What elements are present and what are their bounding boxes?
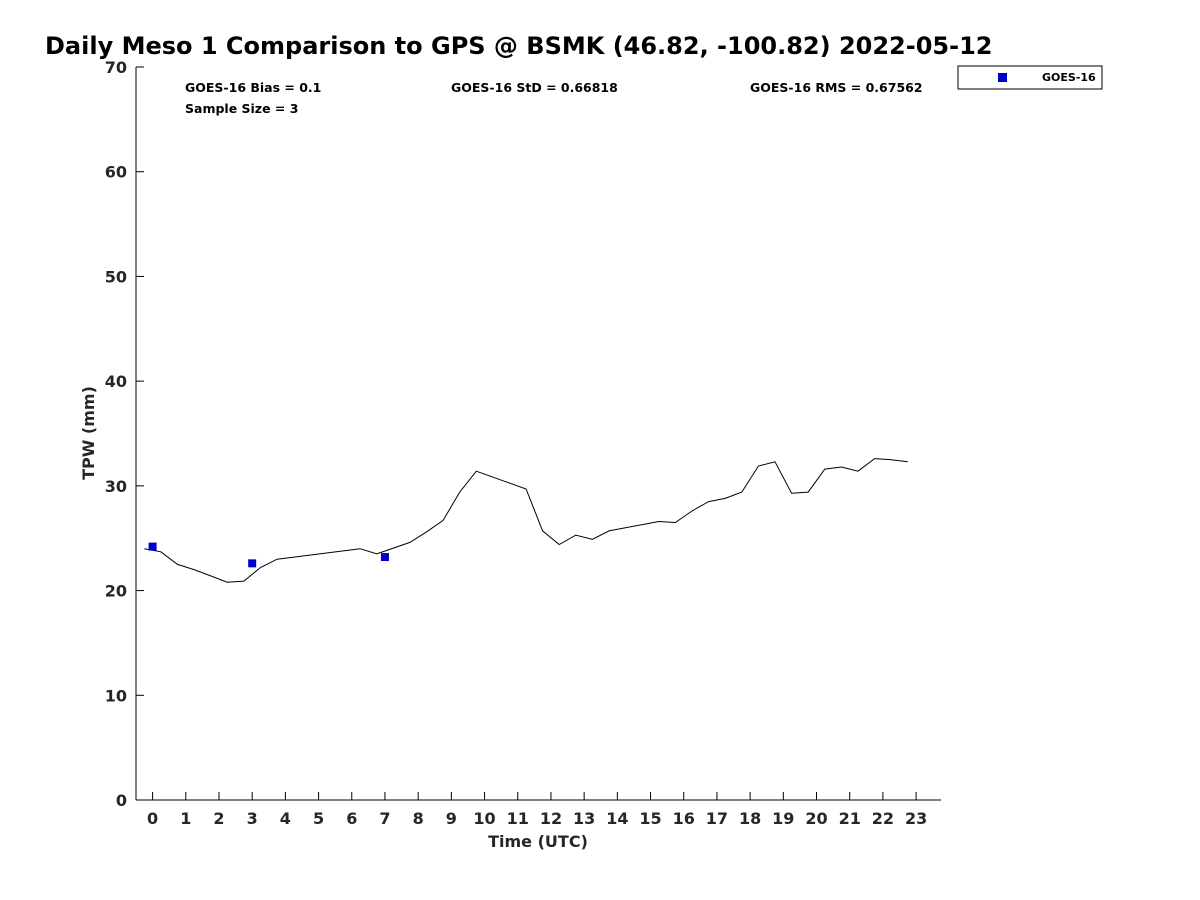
x-tick-label: 11 bbox=[507, 809, 529, 828]
x-tick-label: 22 bbox=[872, 809, 894, 828]
y-tick-label: 70 bbox=[105, 58, 127, 77]
y-tick-label: 60 bbox=[105, 163, 127, 182]
x-tick-label: 21 bbox=[839, 809, 861, 828]
series-layer bbox=[144, 458, 908, 583]
x-tick-label: 10 bbox=[473, 809, 495, 828]
x-tick-label: 17 bbox=[706, 809, 728, 828]
legend-marker bbox=[998, 73, 1007, 82]
x-tick-label: 1 bbox=[180, 809, 191, 828]
y-tick-label: 20 bbox=[105, 582, 127, 601]
bias-stat: GOES-16 Bias = 0.1 bbox=[185, 80, 321, 95]
plot-area bbox=[136, 67, 941, 800]
gps-series-line bbox=[144, 458, 908, 583]
x-tick-label: 15 bbox=[639, 809, 661, 828]
x-ticks: 0 1 2 3 4 5 6 7 8 9 10 11 12 13 14 15 16 17 18 19 20 21 22 23 bbox=[147, 792, 927, 828]
rms-stat: GOES-16 RMS = 0.67562 bbox=[750, 80, 923, 95]
x-tick-label: 3 bbox=[247, 809, 258, 828]
legend: GOES-16 bbox=[957, 65, 1103, 90]
x-tick-label: 7 bbox=[379, 809, 390, 828]
sample-size-stat: Sample Size = 3 bbox=[185, 101, 298, 116]
legend-label: GOES-16 bbox=[1042, 71, 1096, 84]
goes16-point bbox=[248, 559, 257, 568]
y-tick-label: 30 bbox=[105, 477, 127, 496]
x-tick-label: 16 bbox=[673, 809, 695, 828]
x-tick-label: 9 bbox=[446, 809, 457, 828]
y-tick-label: 0 bbox=[116, 791, 127, 810]
y-tick-label: 40 bbox=[105, 372, 127, 391]
y-ticks: 0 10 20 30 40 50 60 70 bbox=[105, 58, 144, 810]
x-tick-label: 13 bbox=[573, 809, 595, 828]
x-tick-label: 14 bbox=[606, 809, 628, 828]
goes16-point bbox=[380, 553, 389, 562]
x-tick-label: 18 bbox=[739, 809, 761, 828]
x-tick-label: 2 bbox=[213, 809, 224, 828]
goes16-point bbox=[148, 542, 157, 551]
y-axis-label: TPW (mm) bbox=[79, 386, 98, 480]
x-tick-label: 12 bbox=[540, 809, 562, 828]
x-axis-label: Time (UTC) bbox=[488, 832, 588, 851]
x-tick-label: 20 bbox=[805, 809, 827, 828]
y-tick-label: 50 bbox=[105, 267, 127, 286]
x-tick-label: 23 bbox=[905, 809, 927, 828]
x-tick-label: 5 bbox=[313, 809, 324, 828]
std-stat: GOES-16 StD = 0.66818 bbox=[451, 80, 618, 95]
x-tick-label: 19 bbox=[772, 809, 794, 828]
x-tick-label: 6 bbox=[346, 809, 357, 828]
legend-box bbox=[957, 65, 1103, 90]
x-tick-label: 4 bbox=[280, 809, 291, 828]
x-tick-label: 0 bbox=[147, 809, 158, 828]
x-tick-label: 8 bbox=[413, 809, 424, 828]
y-tick-label: 10 bbox=[105, 686, 127, 705]
chart-title: Daily Meso 1 Comparison to GPS @ BSMK (4… bbox=[45, 32, 992, 60]
